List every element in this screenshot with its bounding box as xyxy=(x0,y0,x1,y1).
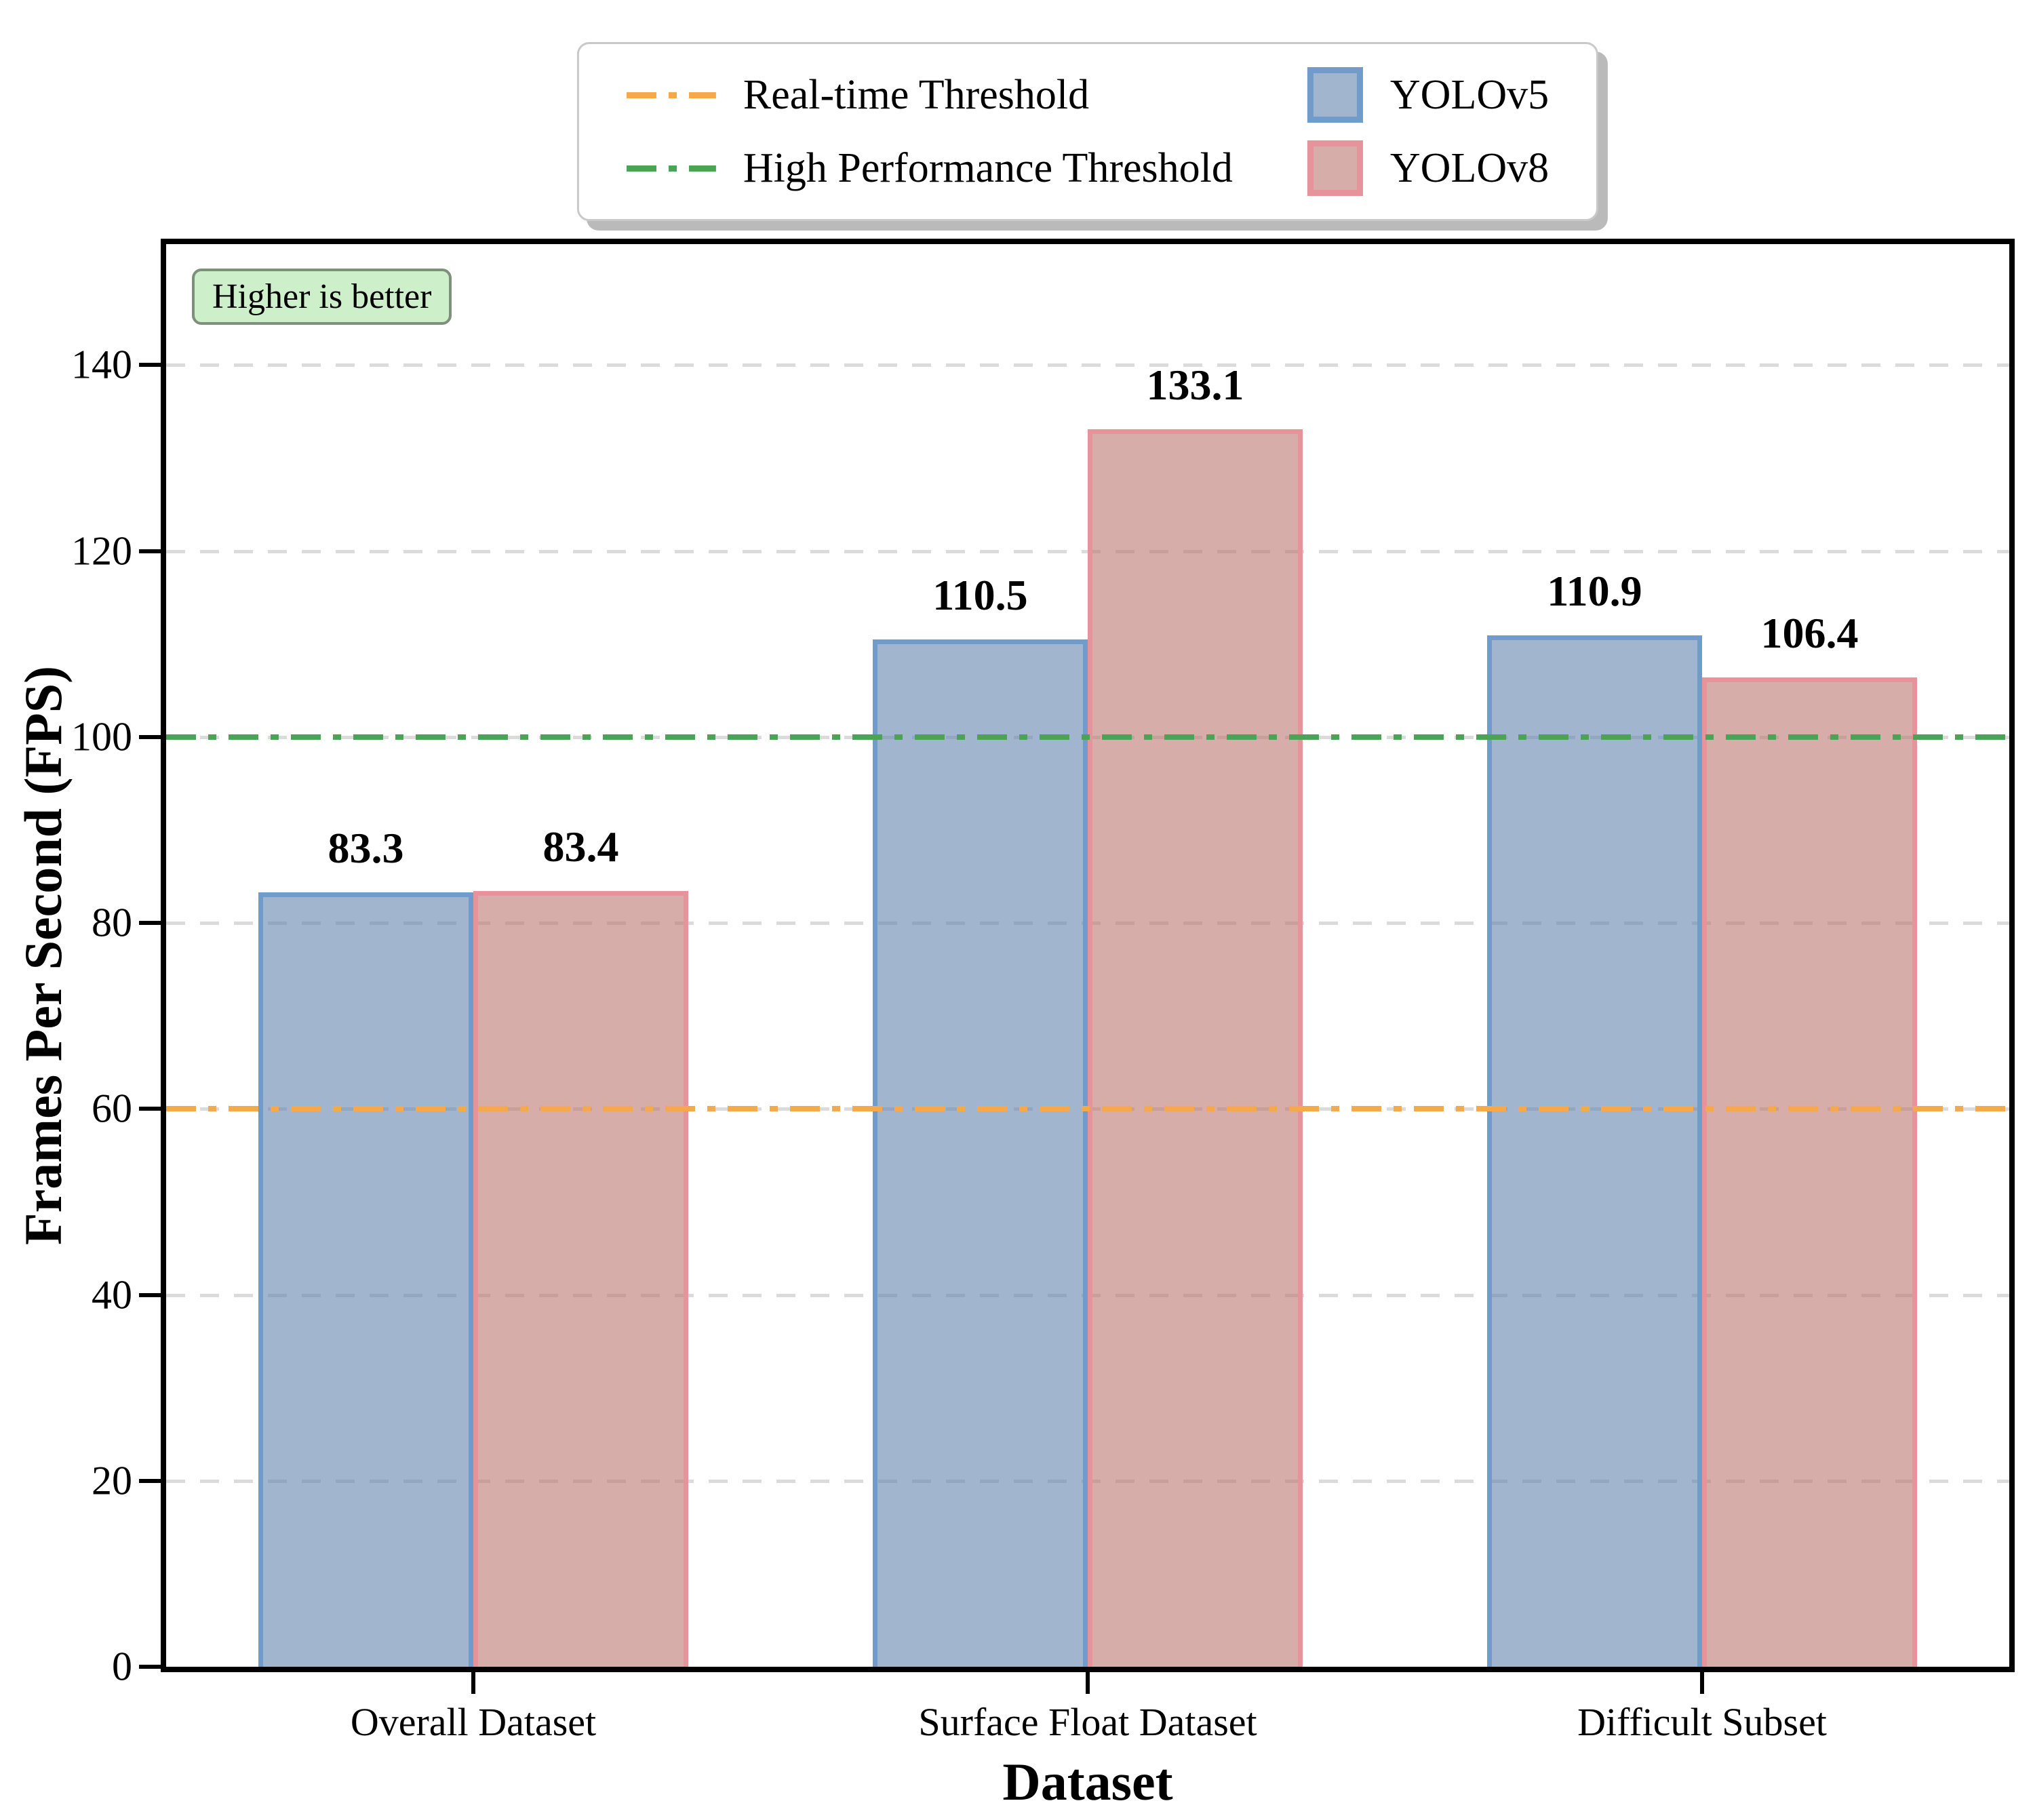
legend-item-real-time-threshold: Real-time Threshold xyxy=(626,67,1233,123)
legend-label-high-performance-threshold: High Performance Threshold xyxy=(743,144,1233,191)
y-tick-label-20: 20 xyxy=(92,1458,132,1503)
value-label-yolov8-surface-float-dataset: 133.1 xyxy=(1146,360,1244,409)
annotation-box: Higher is better xyxy=(192,269,452,325)
plot-area: Higher is better 0 20 40 60 80 100 120 140 83.3 8… xyxy=(71,239,2015,1744)
legend-label-real-time-threshold: Real-time Threshold xyxy=(743,71,1090,118)
y-tick-mark-60 xyxy=(139,1107,161,1111)
value-label-yolov5-overall-dataset: 83.3 xyxy=(328,823,404,872)
x-tick-label-difficult-subset: Difficult Subset xyxy=(1577,1700,1827,1744)
y-tick-mark-120 xyxy=(139,549,161,553)
value-label-yolov5-surface-float-dataset: 110.5 xyxy=(932,570,1028,619)
y-tick-mark-20 xyxy=(139,1478,161,1483)
y-tick-label-100: 100 xyxy=(71,714,132,759)
x-tick-label-surface-float-dataset: Surface Float Dataset xyxy=(918,1700,1257,1744)
dash-dot-line-sample-real-time-threshold xyxy=(626,92,716,98)
x-axis-title: Dataset xyxy=(1002,1752,1173,1811)
legend-label-yolov8: YOLOv8 xyxy=(1389,144,1550,191)
y-tick-label-60: 60 xyxy=(92,1086,132,1131)
bar-yolov8-surface-float-dataset xyxy=(1088,429,1303,1667)
y-tick-mark-80 xyxy=(139,921,161,925)
y-tick-mark-140 xyxy=(139,363,161,368)
bar-yolov5-difficult-subset xyxy=(1486,635,1702,1667)
x-tick-mark-surface-float-dataset xyxy=(1086,1672,1090,1694)
x-tick-label-overall-dataset: Overall Dataset xyxy=(350,1700,597,1744)
legend: Real-time Threshold High Performance Thre… xyxy=(576,42,1599,221)
y-tick-label-40: 40 xyxy=(92,1272,132,1317)
y-tick-mark-0 xyxy=(139,1665,161,1669)
bar-yolov5-surface-float-dataset xyxy=(872,639,1088,1667)
value-label-yolov5-difficult-subset: 110.9 xyxy=(1547,567,1642,616)
value-label-yolov8-overall-dataset: 83.4 xyxy=(542,823,619,871)
legend-item-high-performance-threshold: High Performance Threshold xyxy=(626,140,1233,196)
y-tick-label-120: 120 xyxy=(71,528,132,573)
annotation-text: Higher is better xyxy=(212,277,432,316)
y-tick-mark-40 xyxy=(139,1292,161,1297)
legend-item-yolov5: YOLOv5 xyxy=(1307,67,1549,123)
legend-item-yolov8: YOLOv8 xyxy=(1307,140,1549,196)
real-time-threshold-line xyxy=(166,1106,2009,1112)
x-tick-mark-difficult-subset xyxy=(1700,1672,1704,1694)
y-tick-label-140: 140 xyxy=(71,342,132,387)
value-label-yolov8-difficult-subset: 106.4 xyxy=(1760,609,1859,657)
color-patch-yolov5 xyxy=(1307,67,1363,123)
high-performance-threshold-line xyxy=(166,734,2009,740)
x-tick-mark-overall-dataset xyxy=(471,1672,475,1694)
y-tick-label-80: 80 xyxy=(92,900,132,945)
color-patch-yolov8 xyxy=(1307,140,1363,196)
dash-dot-line-sample-high-performance-threshold xyxy=(626,165,716,172)
y-axis-title: Frames Per Second (FPS) xyxy=(14,665,73,1246)
bar-yolov5-overall-dataset xyxy=(258,892,473,1667)
gridline-140 xyxy=(166,363,2009,368)
y-tick-mark-100 xyxy=(139,734,161,739)
legend-label-yolov5: YOLOv5 xyxy=(1389,71,1550,118)
bar-yolov8-difficult-subset xyxy=(1702,677,1918,1667)
bar-yolov8-overall-dataset xyxy=(473,891,689,1667)
y-tick-label-0: 0 xyxy=(112,1644,132,1689)
